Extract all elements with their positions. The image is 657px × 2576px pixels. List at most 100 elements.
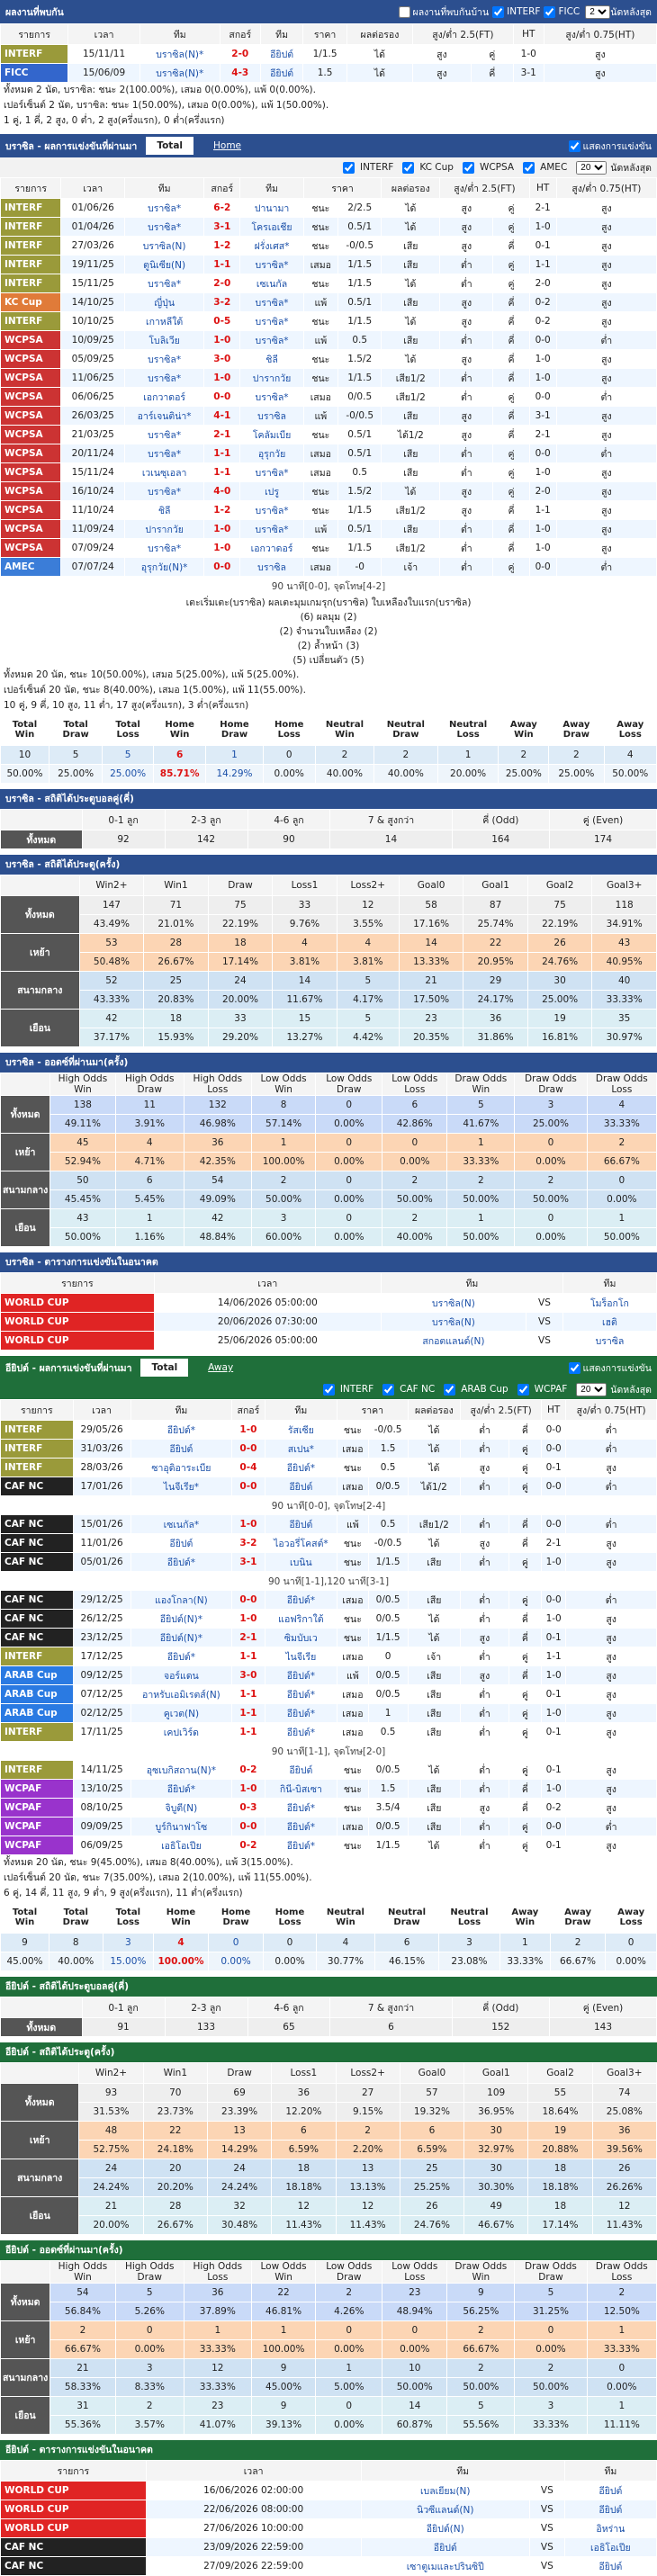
column-header: Home Draw [207, 1901, 265, 1934]
cell: คู่ [508, 1476, 543, 1496]
cell: ชนะ [302, 538, 338, 558]
tab[interactable]: Total [140, 1359, 189, 1377]
filter-checkbox[interactable] [342, 161, 355, 174]
cell: INTERF [0, 217, 62, 237]
cell: แองโกลา(N) [130, 1590, 233, 1610]
pct-cell: 49.09% [183, 1189, 252, 1209]
column-header: Low Odds Draw [315, 1073, 383, 1096]
count-select[interactable]: 20 [576, 160, 608, 175]
cell: 0-2 [528, 292, 557, 312]
cell: 2 [382, 1208, 448, 1228]
column-header: Neutral Win [314, 714, 375, 746]
pct-cell: 40.00% [382, 1227, 448, 1247]
cell: 3-1 [528, 406, 557, 426]
filter-checkbox[interactable] [544, 5, 556, 18]
show-checkbox[interactable] [568, 139, 580, 152]
cell: ชนะ [302, 198, 338, 218]
cell: 40.00% [49, 1952, 104, 1971]
cell: อียิปต์ [360, 2537, 530, 2557]
tab[interactable]: Away [208, 1362, 234, 1373]
cell: อียิปต์* [130, 1552, 233, 1572]
cell: ARAB Cup [0, 1684, 74, 1704]
column-header: เวลา [72, 1399, 131, 1421]
cell: 1-2 [203, 236, 241, 256]
cell: 6-2 [203, 198, 241, 218]
pct-cell: 58.33% [50, 2377, 116, 2397]
table-row: สนามกลาง 24 20 24 18 13 25 30 18 26 [0, 2159, 657, 2197]
count-select[interactable]: 20 [576, 1382, 608, 1396]
pct-cell: 66.67% [50, 2339, 116, 2359]
cell: ได้ [407, 1609, 462, 1629]
pct-cell: 13.13% [335, 2177, 400, 2197]
row-label: เหย้า [0, 2121, 80, 2159]
corner-cell [0, 875, 80, 896]
table-row: WCPSA 07/09/24 บราซิล* 1-0 เอกวาดอร์ ชนะ 1/1.5… [0, 538, 657, 558]
cell: แพ้ [302, 292, 338, 312]
filter-checkbox[interactable] [382, 1383, 395, 1396]
cell: 14 [398, 933, 464, 953]
text-line: ทั้งหมด 2 นัด, บราซิล: ชนะ 2(100.00%), เ… [4, 85, 316, 95]
cell: สูง [565, 1628, 657, 1647]
filter-checkbox[interactable] [462, 161, 474, 174]
filter-checkbox[interactable] [492, 5, 505, 18]
column-header: Draw Odds Draw [514, 1073, 588, 1096]
pct-cell: 50.48% [78, 952, 145, 972]
sub-title: บราซิล - สถิติได้ประตูบอลคู่(คี่) [0, 789, 657, 809]
pct-cell: 50.00% [382, 2377, 448, 2397]
cell: 50.00% [603, 764, 657, 784]
pct-cell: 33.33% [591, 990, 657, 1010]
show-checkbox[interactable] [568, 1361, 580, 1374]
column-header: ทีม [259, 23, 304, 45]
cell: 1/1.5 [302, 44, 347, 64]
filter-checkbox[interactable] [444, 1383, 456, 1396]
tab[interactable]: Home [213, 140, 242, 151]
cell: INTERF [0, 274, 62, 293]
cell: เสีย [381, 444, 441, 463]
filter-checkbox[interactable] [398, 5, 410, 18]
cell: 0.5/1 [337, 444, 382, 463]
column-header: Win2+ [78, 2062, 144, 2084]
pct-cell: 22.19% [207, 914, 274, 934]
table-row: สนามกลาง 50 6 54 2 0 2 2 2 0 [0, 1171, 657, 1209]
cell: 33 [272, 895, 338, 915]
filter-checkbox[interactable] [523, 161, 536, 174]
cell: คู่ [492, 274, 530, 293]
cell: 26/03/25 [60, 406, 126, 426]
table-row: WCPSA 06/06/25 เอกวาดอร์ 0-0 บราซิล* เสมอ 0/0.… [0, 387, 657, 407]
column-header: ทีม [124, 177, 205, 199]
cell: ตูนิเซีย(N) [124, 255, 205, 274]
cell: 164 [451, 830, 551, 849]
cell: VS [528, 2537, 565, 2557]
pct-cell: 48.94% [382, 2302, 448, 2321]
filter-checkbox[interactable] [402, 161, 415, 174]
cell: 24 [78, 2159, 144, 2178]
cell: อียิปต์(N)* [130, 1628, 233, 1647]
column-header: Loss1 [271, 2062, 337, 2084]
pct-cell: 20.35% [398, 1028, 464, 1047]
match-note: 90 นาที[1-1],120 นาที[3-1] [0, 1571, 657, 1591]
cell: 0-2 [541, 1798, 567, 1818]
cell: 0.00% [605, 1952, 657, 1971]
cell: บราซิล* [239, 387, 304, 407]
cell: 26/12/25 [72, 1609, 131, 1629]
count-select[interactable]: 2 [585, 4, 611, 19]
cell: ต่ำ [460, 1552, 509, 1572]
filter-label: INTERF [359, 162, 394, 173]
cell: ต่ำ [555, 330, 657, 350]
cell: ได้ [407, 1760, 462, 1780]
pct-cell: 31.53% [78, 2102, 144, 2122]
tab[interactable]: Total [146, 137, 194, 155]
cell: แพ้ [302, 330, 338, 350]
cell: 23 [398, 1009, 464, 1028]
pct-cell: 6.59% [271, 2140, 337, 2159]
cell: อียิปต์* [264, 1722, 338, 1742]
filter-checkbox[interactable] [517, 1383, 529, 1396]
cell: 0.5 [367, 1514, 409, 1534]
cell: สูง [460, 1458, 509, 1477]
cell: เซาตูเมและปรินซิปี [360, 2556, 530, 2576]
header-row: รายการ เวลา ทีม สกอร์ ทีม ราคา ผลต่อรอง สูง/ต่ำ… [0, 23, 657, 45]
column-header: Win1 [143, 875, 209, 896]
column-header: Home Draw [205, 714, 264, 746]
cell: 13 [206, 2121, 273, 2141]
filter-checkbox[interactable] [322, 1383, 335, 1396]
